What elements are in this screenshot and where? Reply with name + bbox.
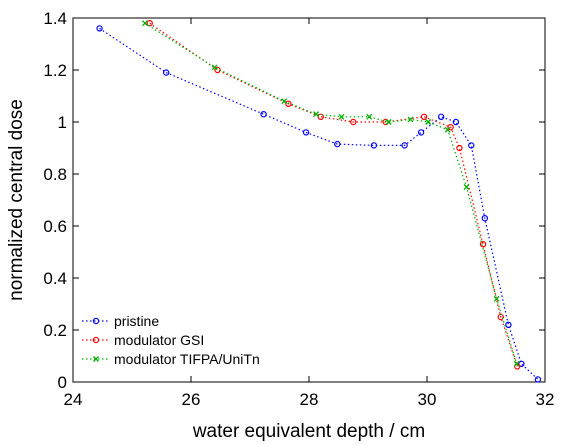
- legend-item-modulator-gsi: modulator GSI: [82, 332, 204, 348]
- data-point: [513, 360, 520, 367]
- axis-ticks: 24 26 28 30 32 0 0.2 0.4 0.6 0.8 1 1.2 1.4: [43, 9, 554, 409]
- data-point: [505, 321, 512, 328]
- data-point: [407, 116, 414, 123]
- data-point: [260, 110, 267, 118]
- data-point: [479, 240, 487, 248]
- series-line: [149, 22, 518, 367]
- y-tick-label: 1.2: [43, 61, 67, 80]
- legend-marker-modulator-gsi: [92, 336, 100, 344]
- y-tick-label: 1: [58, 113, 67, 132]
- data-point: [281, 98, 288, 105]
- data-point: [302, 129, 310, 136]
- data-point: [447, 123, 454, 131]
- y-tick-label: 0: [58, 373, 67, 392]
- y-tick-label: 1.4: [43, 9, 67, 28]
- x-tick-label: 26: [182, 390, 201, 409]
- data-point: [350, 118, 357, 126]
- legend-marker-modulator-tifpa: [93, 356, 99, 362]
- legend: pristine modulator GSI modulator TIFPA/U…: [82, 313, 260, 367]
- x-tick-label: 28: [300, 390, 319, 409]
- data-point: [493, 295, 500, 302]
- legend-item-pristine: pristine: [82, 313, 159, 329]
- data-point: [285, 100, 292, 108]
- data-point: [401, 142, 408, 149]
- data-point: [211, 64, 218, 71]
- data-point: [437, 113, 445, 121]
- x-tick-label: 30: [418, 390, 437, 409]
- data-point: [338, 113, 345, 120]
- y-tick-label: 0.4: [43, 269, 67, 288]
- series-layer: [96, 20, 542, 383]
- data-point: [497, 313, 504, 321]
- data-point: [163, 69, 170, 76]
- data-point: [444, 126, 451, 133]
- y-tick-label: 0.8: [43, 165, 67, 184]
- data-point: [420, 113, 428, 121]
- series-line: [99, 27, 539, 380]
- x-axis-title: water equivalent depth / cm: [192, 421, 425, 442]
- series-modulator-gsi: [146, 20, 521, 370]
- y-tick-label: 0.6: [43, 217, 67, 236]
- legend-label-modulator-tifpa: modulator TIFPA/UniTn: [114, 351, 260, 367]
- data-point: [142, 20, 148, 27]
- data-point: [463, 184, 470, 190]
- data-point: [96, 25, 103, 32]
- legend-label-modulator-gsi: modulator GSI: [114, 332, 204, 348]
- data-point: [417, 129, 425, 136]
- data-point: [481, 214, 489, 222]
- y-tick-label: 0.2: [43, 321, 67, 340]
- data-point: [334, 140, 341, 148]
- data-point: [425, 119, 432, 125]
- data-point: [456, 144, 463, 152]
- data-point: [468, 142, 475, 149]
- series-pristine: [96, 25, 542, 383]
- legend-item-modulator-tifpa: modulator TIFPA/UniTn: [82, 351, 260, 367]
- plot-area: [72, 17, 546, 383]
- data-point: [366, 113, 373, 120]
- series-modulator-tifpa-unitn: [142, 20, 520, 367]
- legend-marker-pristine: [92, 317, 100, 325]
- x-tick-label: 24: [64, 390, 83, 409]
- data-point: [370, 142, 378, 149]
- legend-label-pristine: pristine: [114, 313, 159, 329]
- data-point: [385, 119, 392, 125]
- data-point: [452, 118, 460, 126]
- data-point: [313, 111, 320, 118]
- y-axis-title: normalized central dose: [6, 99, 27, 301]
- x-tick-label: 32: [536, 390, 555, 409]
- data-point: [534, 376, 542, 383]
